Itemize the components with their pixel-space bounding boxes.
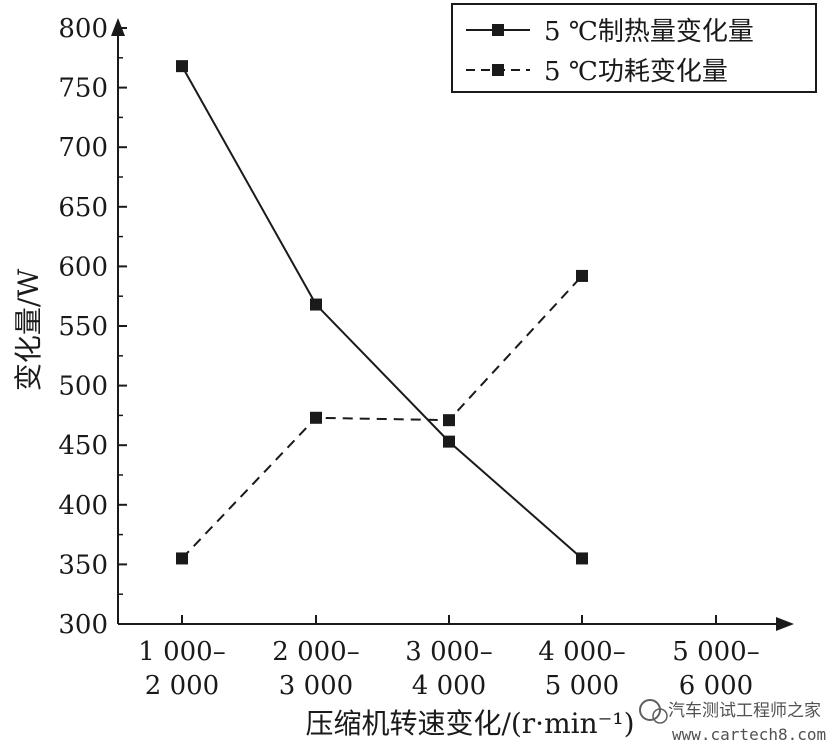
y-tick-label: 400 (58, 491, 108, 521)
x-tick-label: 4 000 (412, 671, 486, 701)
axes (111, 18, 794, 631)
y-tick-label: 650 (58, 193, 108, 223)
x-tick-label: 3 000 (279, 671, 353, 701)
x-tick-label: 2 000– (272, 637, 359, 667)
series-line-1 (181, 275, 583, 560)
y-tick-label: 750 (58, 74, 108, 104)
y-axis-ticks: 300 350 400 450 500 550 600 650 700 750 800 (58, 14, 127, 640)
data-point-series-0 (443, 435, 455, 448)
data-point-series-0 (576, 552, 588, 565)
data-point-series-1 (576, 269, 588, 282)
legend: 5 ℃制热量变化量 5 ℃功耗变化量 (451, 3, 817, 93)
y-tick-label: 600 (58, 252, 108, 282)
watermark-url: www.cartech8.com (672, 725, 826, 744)
data-point-series-0 (176, 60, 188, 73)
series-lines (181, 65, 583, 560)
data-point-series-0 (310, 298, 322, 311)
y-tick-label: 700 (58, 133, 108, 163)
series-markers (176, 60, 588, 565)
y-tick-label: 450 (58, 431, 108, 461)
y-axis-title: 变化量/W (12, 269, 45, 391)
legend-marker-solid (492, 24, 504, 36)
data-point-series-1 (176, 552, 188, 565)
series-line-0 (181, 65, 583, 560)
watermark-brand: 汽车测试工程师之家 (668, 701, 821, 721)
x-tick-label: 2 000 (145, 671, 219, 701)
y-tick-label: 350 (58, 550, 108, 580)
legend-box (451, 3, 817, 93)
x-tick-label: 3 000– (405, 637, 492, 667)
y-tick-label: 500 (58, 372, 108, 402)
x-axis-arrow-icon (776, 617, 794, 631)
x-tick-label: 5 000 (545, 671, 619, 701)
legend-marker-dashed (492, 64, 504, 76)
wechat-logo-icon-small (652, 708, 668, 724)
x-tick-label: 4 000– (538, 637, 625, 667)
legend-label-solid: 5 ℃制热量变化量 (544, 17, 754, 47)
data-point-series-1 (310, 411, 322, 424)
data-point-series-1 (443, 414, 455, 427)
watermark: 汽车测试工程师之家 www.cartech8.com (639, 699, 826, 744)
y-tick-label: 550 (58, 312, 108, 342)
y-tick-label: 800 (58, 14, 108, 44)
wechat-logo-icon (639, 699, 661, 721)
y-tick-label: 300 (58, 610, 108, 640)
x-axis-title: 压缩机转速变化/(r·min⁻¹) (305, 707, 634, 740)
x-tick-label: 5 000– (672, 637, 759, 667)
legend-label-dashed: 5 ℃功耗变化量 (544, 57, 728, 87)
x-tick-label: 6 000 (679, 671, 753, 701)
x-axis-ticks: 1 000– 2 000 2 000– 3 000 3 000– 4 000 4 000– 5… (138, 615, 760, 701)
x-tick-label: 1 000– (138, 637, 225, 667)
